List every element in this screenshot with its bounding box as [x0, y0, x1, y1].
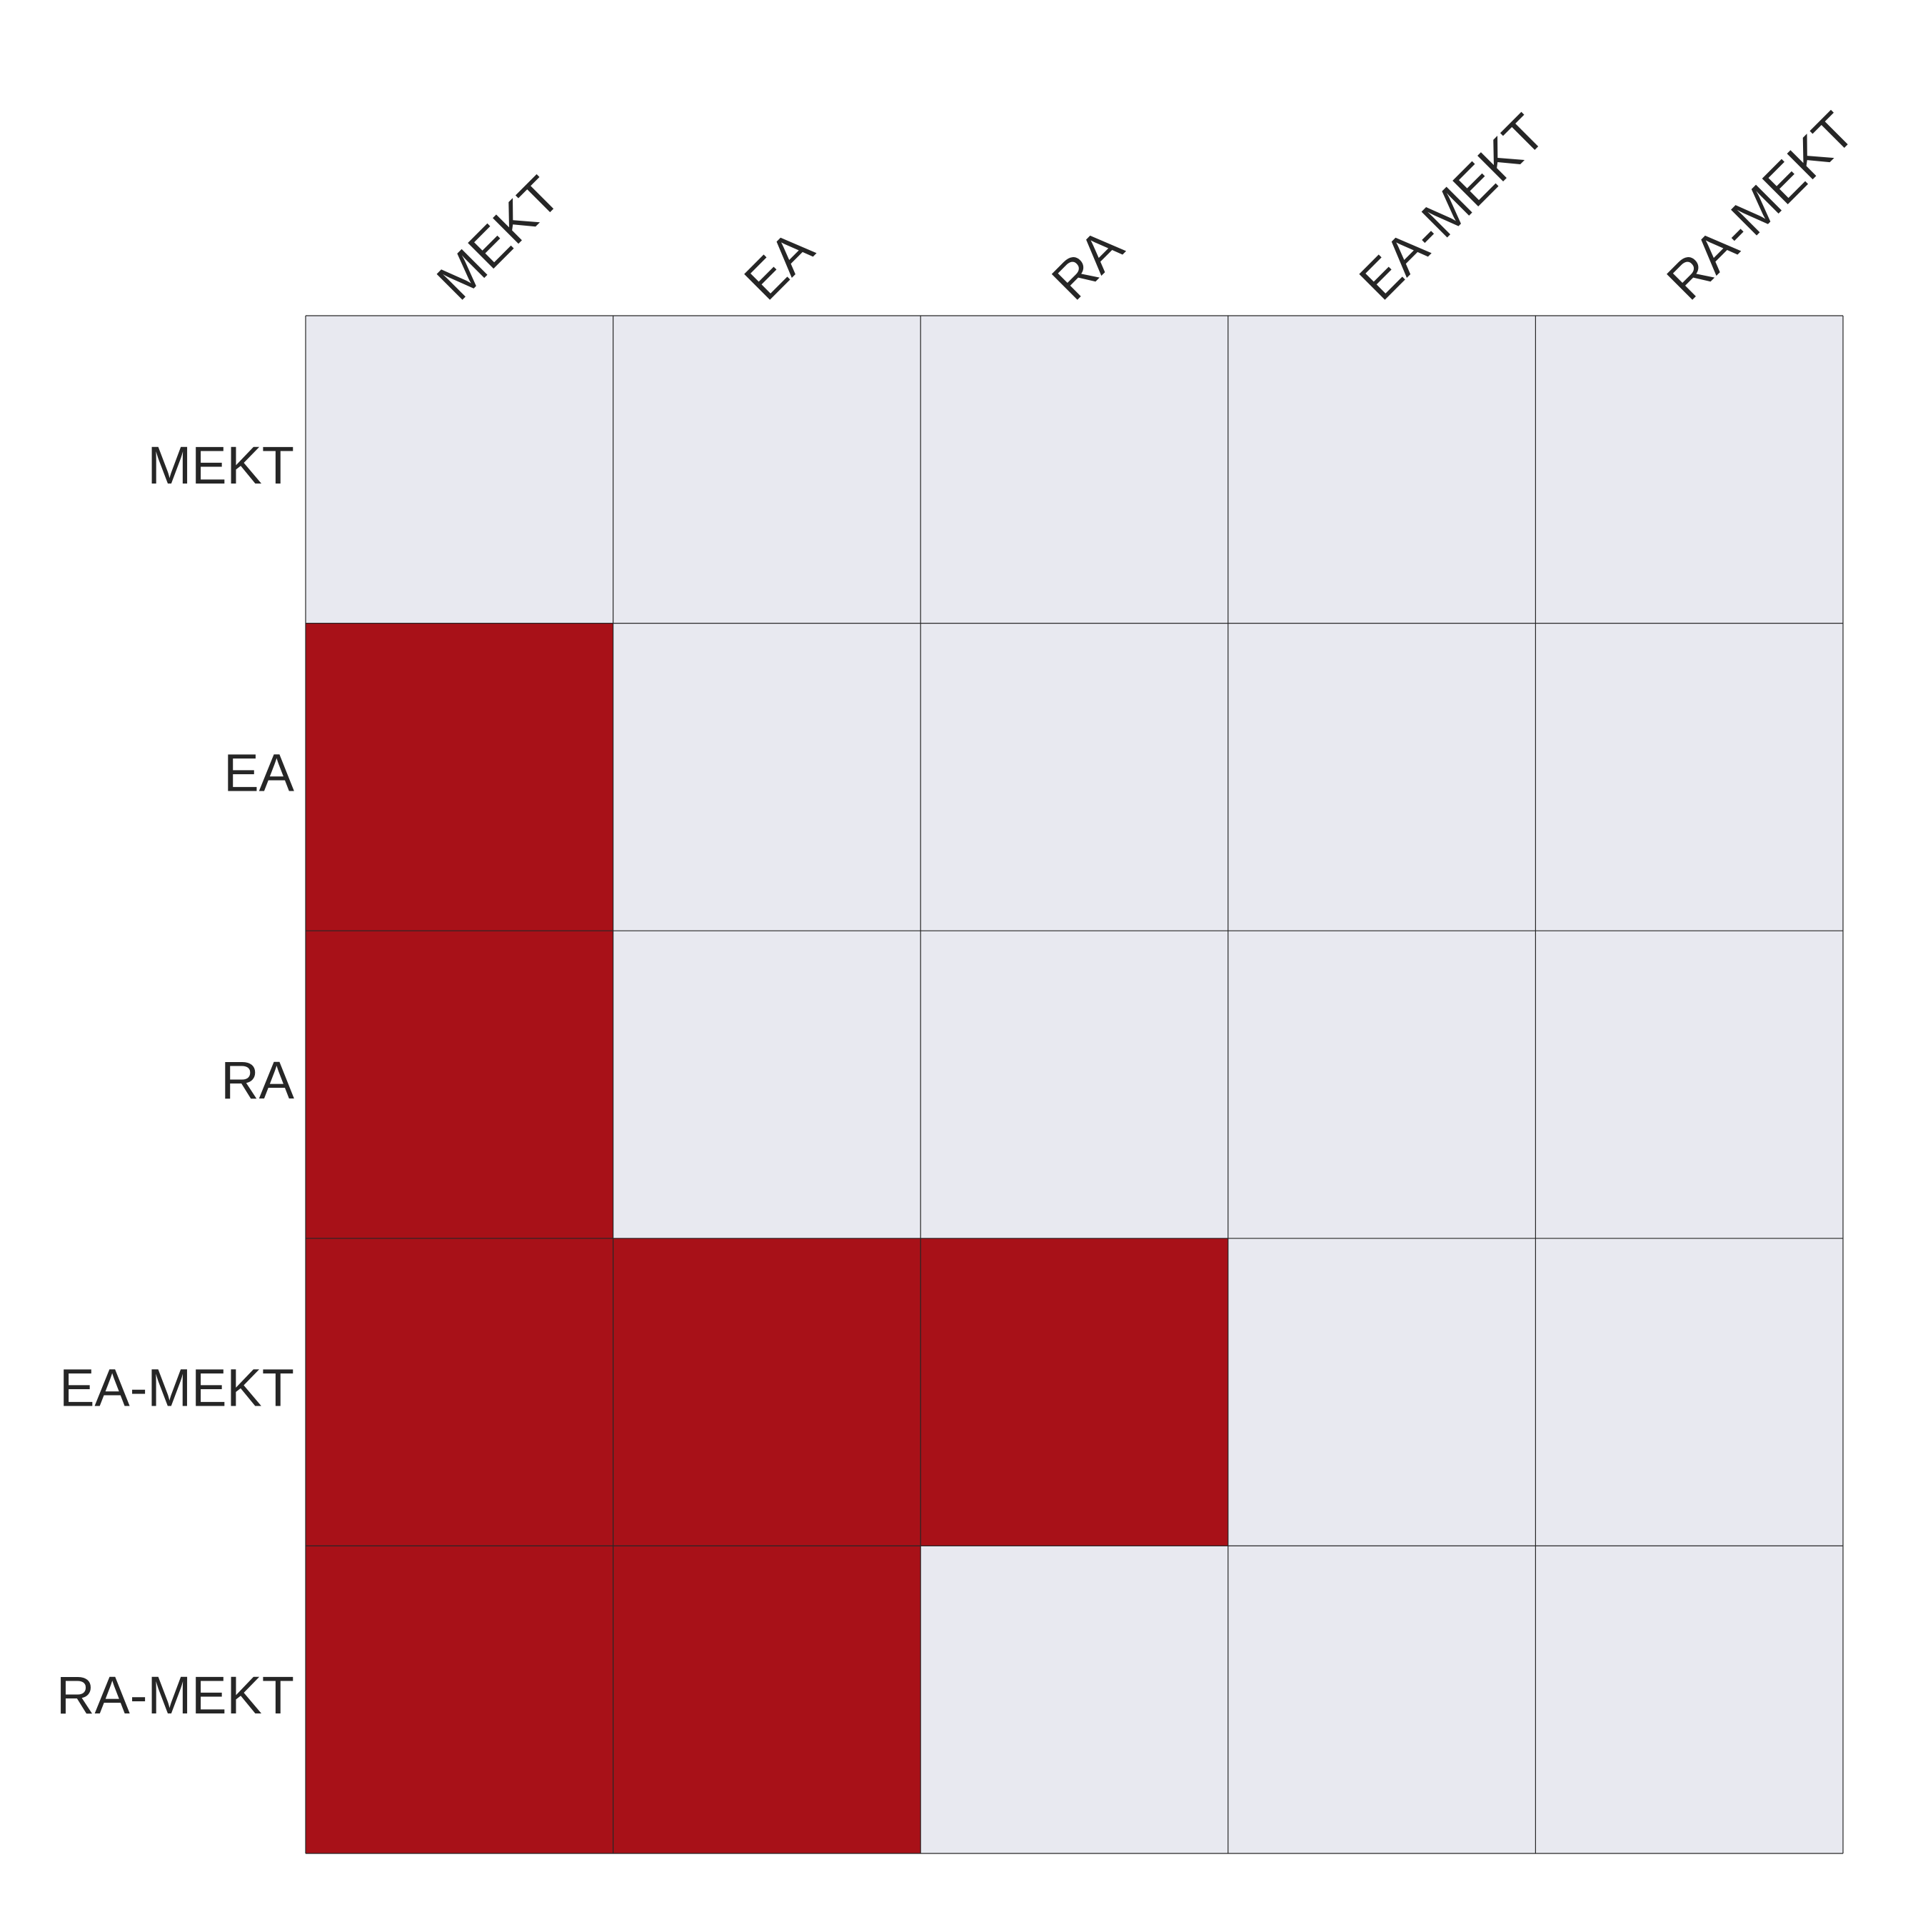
row-label-ra: RA	[221, 1051, 294, 1110]
heatmap-cell-ea-mekt-mekt	[306, 1238, 613, 1546]
heatmap-cell-mekt-ea-mekt	[1227, 316, 1536, 624]
heatmap-cell-mekt-ra-mekt	[1535, 316, 1843, 624]
heatmap-cell-ra-mekt-ra-mekt	[1535, 1546, 1843, 1853]
heatmap-cell-ea-ea-mekt	[1227, 623, 1536, 931]
heatmap-cell-ra-mekt-ea	[613, 1546, 921, 1853]
heatmap-cell-ea-mekt-ea	[613, 1238, 921, 1546]
heatmap-cell-mekt-mekt	[306, 316, 613, 624]
heatmap-cell-ea-mekt-ea-mekt	[1227, 1238, 1536, 1546]
heatmap-cell-ra-ea	[613, 931, 921, 1238]
column-label-ea: EA	[733, 219, 825, 311]
heatmap-cell-ea-ra-mekt	[1535, 623, 1843, 931]
heatmap-cell-ea-mekt-ra	[920, 1238, 1228, 1546]
heatmap-cell-mekt-ea	[613, 316, 921, 624]
row-label-ea-mekt: EA-MEKT	[59, 1358, 294, 1418]
row-label-ea: EA	[224, 743, 294, 802]
column-label-mekt: MEKT	[426, 165, 571, 311]
heatmap-cell-ra-mekt-ea-mekt	[1227, 1546, 1536, 1853]
row-label-mekt: MEKT	[147, 436, 294, 495]
row-label-ra-mekt: RA-MEKT	[56, 1666, 294, 1725]
column-label-ra: RA	[1040, 216, 1135, 311]
heatmap-cell-ea-mekt-ra-mekt	[1535, 1238, 1843, 1546]
heatmap-cell-ra-ra	[920, 931, 1228, 1238]
grid-layer	[305, 315, 1844, 1854]
column-labels: MEKT EA RA EA-MEKT RA-MEKT	[426, 101, 1866, 311]
heatmap-cell-ra-ea-mekt	[1227, 931, 1536, 1238]
cells-layer	[306, 316, 1843, 1853]
row-labels: MEKT EA RA EA-MEKT RA-MEKT	[56, 436, 295, 1725]
heatmap-cell-mekt-ra	[920, 316, 1228, 624]
heatmap-cell-ra-mekt-ra	[920, 1546, 1228, 1853]
heatmap-cell-ea-ea	[613, 623, 921, 931]
column-label-ea-mekt: EA-MEKT	[1348, 103, 1556, 311]
heatmap-cell-ea-mekt	[306, 623, 613, 931]
heatmap-cell-ra-ra-mekt	[1535, 931, 1843, 1238]
column-label-ra-mekt: RA-MEKT	[1655, 101, 1865, 311]
heatmap-cell-ra-mekt	[306, 931, 613, 1238]
heatmap-cell-ea-ra	[920, 623, 1228, 931]
heatmap-cell-ra-mekt-mekt	[306, 1546, 613, 1853]
